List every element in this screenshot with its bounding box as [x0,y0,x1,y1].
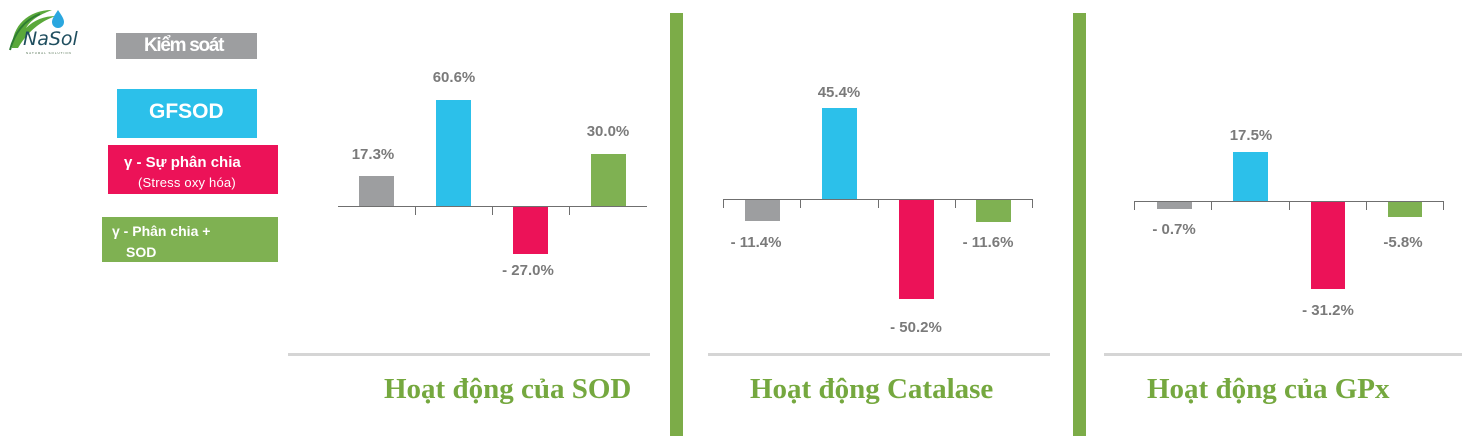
logo-text: NaSol [23,28,78,50]
value-label: - 31.2% [1302,302,1354,319]
value-label: - 27.0% [502,262,554,279]
vertical-divider [670,13,683,436]
axis-tick [800,199,801,208]
axis-tick [1032,199,1033,208]
value-label: - 50.2% [890,319,942,336]
value-label: 60.6% [432,69,476,86]
separator-line [1104,353,1462,356]
legend-item-su-phan-chia: γ - Sự phân chia (Stress oxy hóa) [108,145,278,194]
separator-line [288,353,650,356]
bar-kiem-soat [359,176,394,206]
logo-tagline: NATURAL SOLUTION [26,51,72,55]
value-label: - 11.4% [730,234,782,251]
bar-kiem-soat [1157,202,1192,209]
value-label: -5.8% [1383,234,1423,251]
bar-phan-chia-sod [976,200,1011,222]
bar-su-phan-chia [1311,202,1345,289]
axis-tick [415,206,416,215]
legend-sublabel: SOD [126,244,157,260]
axis-tick [1211,201,1212,210]
legend-item-gfsod: GFSOD [117,89,257,138]
bar-su-phan-chia [513,207,548,254]
chart-title: Hoạt động Catalase [750,373,994,405]
legend-label: γ - Phân chia + [112,223,211,239]
bar-gfsod [436,100,471,206]
bar-gfsod [822,108,857,199]
vertical-divider [1073,13,1086,436]
legend-item-phan-chia-sod: γ - Phân chia + SOD [102,217,278,262]
axis-tick [1443,201,1444,210]
axis-tick [723,199,724,208]
value-label: 17.3% [351,146,395,163]
value-label: 45.4% [817,84,861,101]
bar-phan-chia-sod [591,154,626,206]
separator-line [708,353,1050,356]
axis-tick [569,206,570,215]
chart-title: Hoạt động của GPx [1147,373,1390,405]
bar-su-phan-chia [899,200,934,299]
value-label: - 11.6% [962,234,1014,251]
nasol-logo: NaSol NATURAL SOLUTION [4,4,96,56]
leaf-droplet-icon [9,10,64,51]
legend-item-kiem-soat: Kiểm soát [116,33,257,59]
value-label: - 0.7% [1152,221,1196,238]
axis-tick [492,206,493,215]
axis-tick [955,199,956,208]
axis-tick [1134,201,1135,210]
axis-tick [1366,201,1367,210]
legend-label: γ - Sự phân chia [124,154,241,171]
legend-label: Kiểm soát [144,35,224,56]
bar-kiem-soat [745,200,780,221]
legend-label: GFSOD [149,100,224,123]
value-label: 30.0% [586,123,630,140]
bar-gfsod [1233,152,1268,201]
legend-sublabel: (Stress oxy hóa) [138,175,236,190]
axis-tick [878,199,879,208]
axis-tick [1289,201,1290,210]
chart-title: Hoạt động của SOD [384,373,632,405]
value-label: 17.5% [1229,127,1273,144]
bar-phan-chia-sod [1388,202,1422,217]
